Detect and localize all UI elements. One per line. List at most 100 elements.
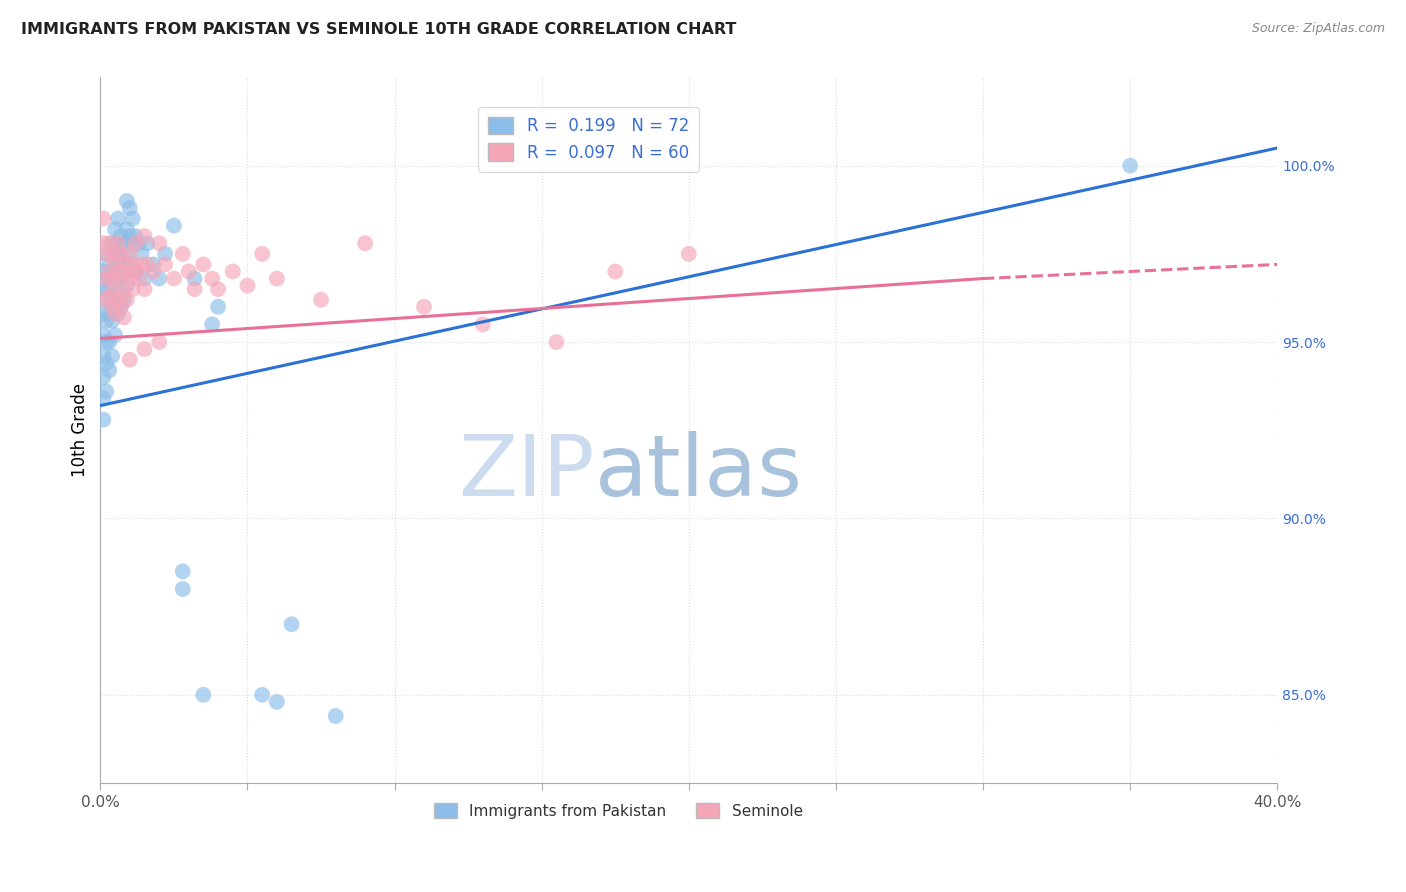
Point [112,293,135,307]
Point [115,194,138,208]
Point [153,247,176,261]
Point [134,342,156,356]
Point [121,282,143,296]
Point [96,384,118,399]
Point [128,236,150,251]
Point [201,318,224,332]
Point [96,247,118,261]
Point [193,257,215,271]
Point [124,264,146,278]
Point [101,349,124,363]
Point [98,289,121,303]
Point [193,688,215,702]
Point [91,412,114,426]
Point [112,310,135,325]
Point [118,352,141,367]
Point [236,278,259,293]
Point [118,257,141,271]
Point [107,257,129,271]
Point [280,617,302,632]
Point [101,264,124,278]
Point [107,211,129,226]
Point [98,257,121,271]
Text: Source: ZipAtlas.com: Source: ZipAtlas.com [1251,22,1385,36]
Point [121,236,143,251]
Point [118,201,141,215]
Point [104,328,127,343]
Point [110,300,132,314]
Text: IMMIGRANTS FROM PAKISTAN VS SEMINOLE 10TH GRADE CORRELATION CHART: IMMIGRANTS FROM PAKISTAN VS SEMINOLE 10T… [21,22,737,37]
Point [112,285,135,300]
Point [104,307,127,321]
Point [546,334,568,349]
Point [121,211,143,226]
Point [101,300,124,314]
Point [96,334,118,349]
Point [96,293,118,307]
Point [107,236,129,251]
Point [104,253,127,268]
Point [605,264,627,278]
Point [96,271,118,285]
Text: ZIP: ZIP [458,431,595,514]
Point [96,293,118,307]
Point [107,236,129,251]
Point [98,264,121,278]
Point [128,271,150,285]
Point [131,247,153,261]
Point [163,219,186,233]
Point [183,271,205,285]
Point [107,293,129,307]
Point [142,257,165,271]
Point [91,282,114,296]
Text: atlas: atlas [595,431,803,514]
Point [118,247,141,261]
Point [115,278,138,293]
Point [104,271,127,285]
Point [131,257,153,271]
Point [110,271,132,285]
Point [98,363,121,377]
Point [107,264,129,278]
Point [91,211,114,226]
Point [134,271,156,285]
Point [110,247,132,261]
Point [115,222,138,236]
Point [134,282,156,296]
Point [101,236,124,251]
Point [250,247,273,261]
Point [222,264,245,278]
Point [98,282,121,296]
Point [91,236,114,251]
Point [112,264,135,278]
Point [110,229,132,244]
Point [104,300,127,314]
Point [101,271,124,285]
Point [134,229,156,244]
Point [136,236,159,251]
Point [172,247,194,261]
Point [121,257,143,271]
Point [96,271,118,285]
Point [112,236,135,251]
Legend: Immigrants from Pakistan, Seminole: Immigrants from Pakistan, Seminole [427,797,808,825]
Point [115,264,138,278]
Point [91,328,114,343]
Point [91,370,114,384]
Point [1119,159,1142,173]
Point [678,247,700,261]
Point [207,282,229,296]
Point [172,582,194,596]
Point [201,271,224,285]
Point [118,229,141,244]
Point [112,257,135,271]
Point [98,334,121,349]
Point [163,271,186,285]
Point [104,247,127,261]
Point [325,709,347,723]
Point [96,356,118,370]
Point [266,271,288,285]
Point [91,392,114,406]
Point [142,264,165,278]
Point [136,257,159,271]
